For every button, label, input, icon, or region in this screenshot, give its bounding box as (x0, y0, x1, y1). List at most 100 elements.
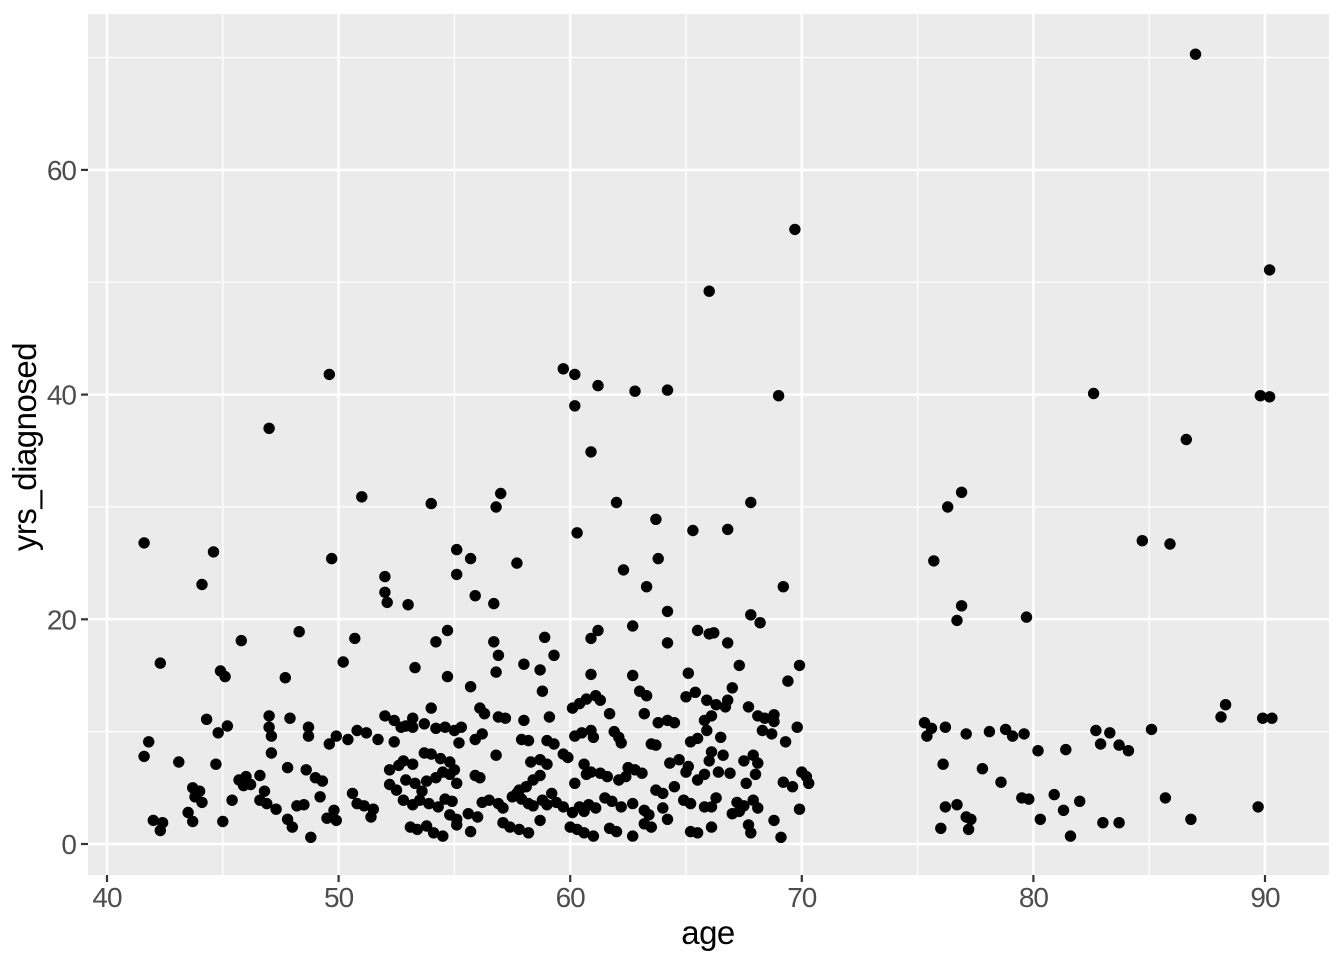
data-point (627, 797, 639, 810)
data-point (427, 827, 440, 839)
plot-panel (88, 14, 1329, 875)
data-point (432, 801, 444, 813)
data-point (779, 736, 792, 748)
data-point (786, 781, 799, 793)
data-point (691, 732, 704, 745)
data-point (617, 564, 630, 576)
data-point (173, 756, 185, 768)
data-point (742, 701, 755, 713)
data-point (576, 727, 588, 739)
data-point (471, 811, 484, 823)
data-point (705, 710, 718, 722)
data-point (965, 813, 977, 825)
data-point (293, 626, 305, 638)
data-point (1180, 433, 1193, 446)
data-point (719, 701, 732, 713)
data-point (420, 775, 433, 787)
x-axis-tick-marks (105, 875, 1267, 882)
data-point (539, 631, 551, 643)
data-point (182, 806, 194, 819)
data-point (265, 747, 278, 759)
data-point (490, 666, 502, 678)
data-point (951, 614, 963, 627)
data-point (661, 605, 674, 618)
data-point (1097, 817, 1109, 829)
y-axis-tick-marks (81, 168, 88, 846)
data-point (425, 702, 437, 714)
data-point (661, 384, 674, 396)
data-point (365, 811, 377, 823)
data-point (1074, 795, 1086, 807)
data-point (768, 715, 780, 728)
data-point (330, 730, 342, 742)
data-point (793, 659, 806, 672)
data-point (207, 546, 220, 558)
tick-label: 40 (47, 380, 77, 411)
data-points (138, 48, 1278, 843)
data-point (407, 712, 419, 724)
data-point (425, 748, 437, 760)
y-axis-title: yrs_diagnosed (6, 343, 43, 551)
tick-label: 20 (47, 604, 77, 635)
data-point (279, 672, 291, 684)
data-point (1057, 804, 1070, 816)
data-point (650, 513, 662, 525)
data-point (358, 800, 370, 812)
data-point (590, 802, 602, 814)
data-point (543, 711, 556, 723)
data-point (955, 486, 968, 498)
data-point (691, 827, 704, 839)
data-point (1185, 813, 1197, 825)
data-point (650, 739, 662, 751)
data-point (430, 722, 442, 734)
data-point (217, 815, 229, 828)
data-point (789, 223, 801, 236)
data-point (504, 821, 516, 833)
data-point (777, 581, 789, 593)
data-point (1263, 391, 1276, 403)
data-point (745, 496, 757, 509)
data-point (960, 728, 972, 740)
data-point (541, 758, 553, 770)
data-point (682, 667, 694, 679)
data-point (976, 763, 989, 775)
data-point (594, 694, 606, 706)
data-point (569, 368, 581, 381)
data-point (698, 768, 711, 780)
data-point (402, 599, 414, 611)
data-point (219, 670, 231, 683)
data-point (705, 801, 718, 813)
data-point (323, 368, 335, 381)
data-point (154, 657, 166, 669)
data-point (483, 794, 495, 806)
data-point (437, 830, 449, 842)
data-point (1018, 728, 1030, 740)
data-point (752, 802, 764, 814)
data-point (328, 804, 340, 816)
data-point (701, 694, 713, 706)
data-point (326, 552, 338, 565)
data-point (733, 805, 745, 818)
data-point (627, 669, 639, 682)
data-point (708, 627, 720, 639)
data-point (1263, 264, 1276, 276)
data-point (379, 570, 391, 583)
data-point (710, 792, 722, 804)
data-point (585, 668, 597, 681)
data-point (351, 724, 363, 737)
data-point (464, 825, 477, 838)
data-point (645, 821, 657, 833)
data-point (302, 721, 315, 733)
data-point (689, 686, 701, 698)
data-point (388, 736, 400, 748)
data-point (548, 738, 560, 750)
data-point (733, 659, 745, 672)
data-point (286, 821, 298, 833)
data-point (522, 734, 535, 747)
data-point (143, 736, 155, 748)
data-point (300, 764, 312, 776)
data-point (221, 720, 234, 732)
data-point (469, 590, 481, 602)
data-point (534, 769, 546, 782)
tick-label: 0 (61, 829, 76, 860)
